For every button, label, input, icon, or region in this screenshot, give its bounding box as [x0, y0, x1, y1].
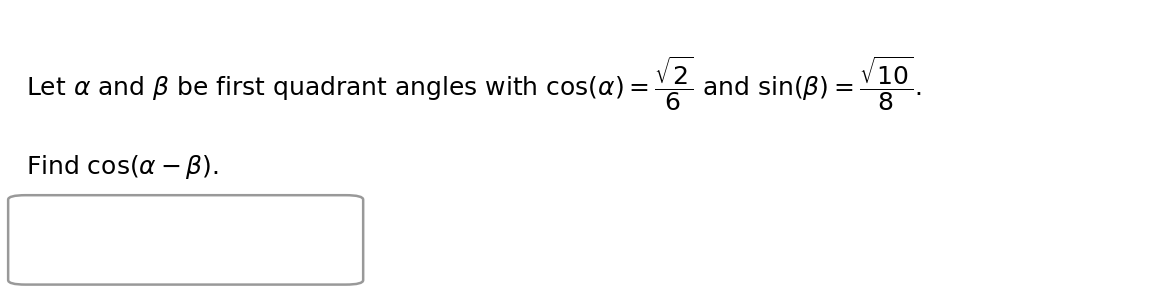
Text: Let $\alpha$ and $\beta$ be first quadrant angles with $\cos(\alpha) = \dfrac{\s: Let $\alpha$ and $\beta$ be first quadra…	[26, 54, 922, 113]
Text: Find $\cos(\alpha - \beta)$.: Find $\cos(\alpha - \beta)$.	[26, 153, 219, 181]
FancyBboxPatch shape	[8, 195, 363, 285]
